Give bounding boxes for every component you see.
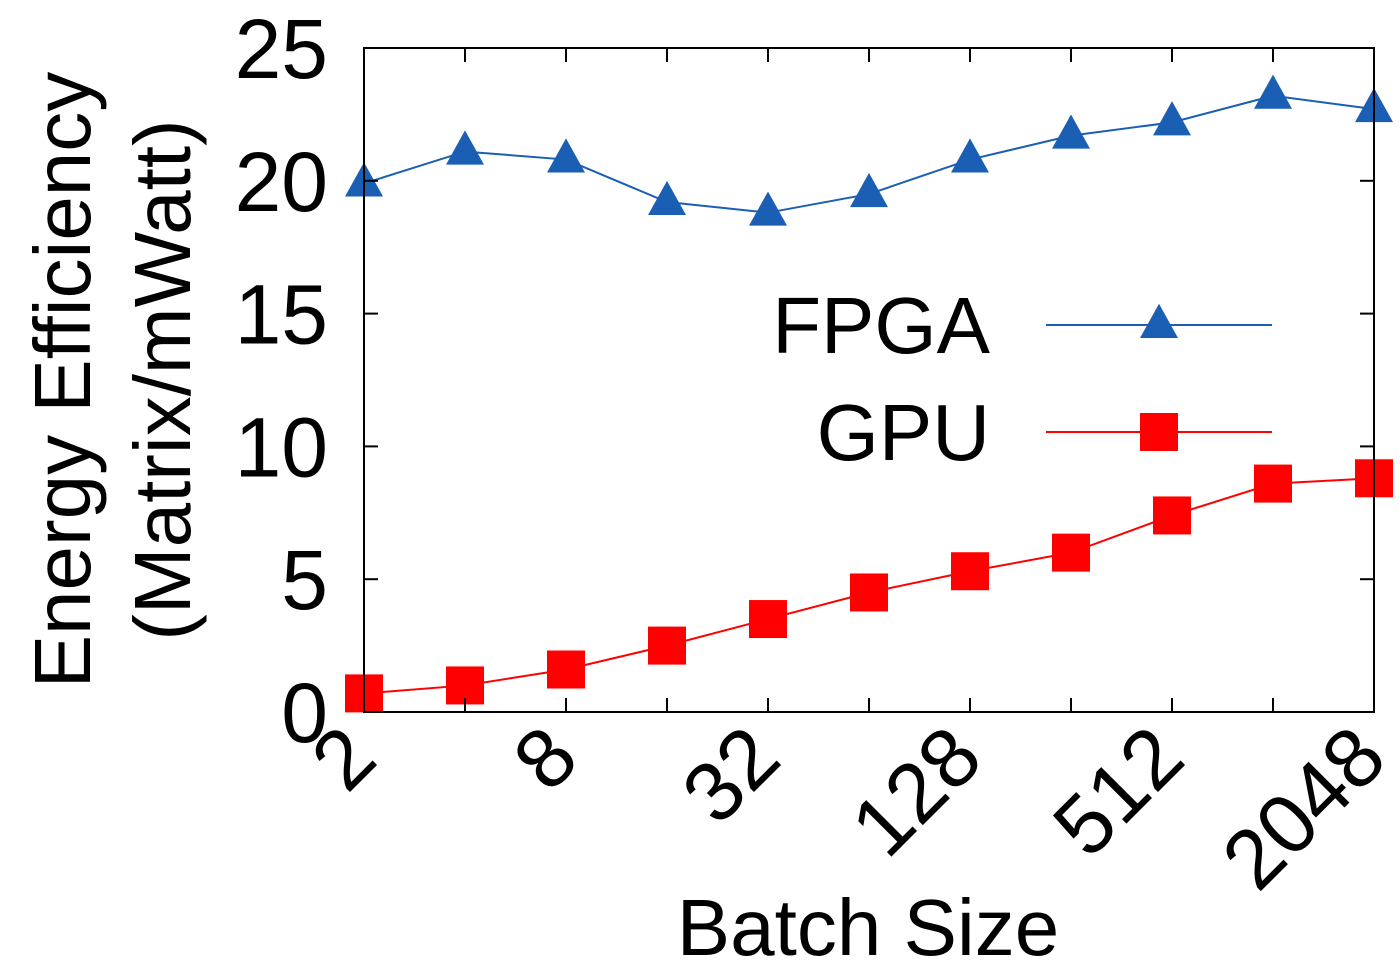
data-point-fpga bbox=[547, 138, 585, 173]
plot-frame bbox=[363, 47, 1375, 713]
data-point-fpga bbox=[1153, 101, 1191, 136]
y-axis-title-line-2: (Matrix/mWatt) bbox=[118, 119, 207, 640]
series-fpga bbox=[345, 74, 1393, 226]
data-point-fpga bbox=[1254, 74, 1292, 109]
x-tick-label: 128 bbox=[833, 708, 999, 874]
x-tick-label: 2048 bbox=[1204, 708, 1400, 907]
legend: FPGA GPU bbox=[772, 281, 1272, 477]
legend-label-gpu: GPU bbox=[817, 388, 990, 477]
series-gpu bbox=[345, 459, 1393, 713]
x-tick-label: 512 bbox=[1035, 708, 1201, 874]
data-point-fpga bbox=[446, 130, 484, 165]
x-tick-label: 32 bbox=[664, 708, 797, 841]
data-point-gpu bbox=[850, 573, 888, 612]
x-axis-title: Batch Size bbox=[677, 883, 1059, 972]
data-point-gpu bbox=[1153, 496, 1191, 535]
y-tick-label: 10 bbox=[235, 400, 328, 494]
y-tick-label: 5 bbox=[281, 533, 328, 627]
data-point-gpu bbox=[749, 600, 787, 639]
y-axis-title-line-1: Energy Efficiency bbox=[18, 72, 107, 689]
data-point-fpga bbox=[749, 191, 787, 226]
x-tick-label: 8 bbox=[495, 708, 595, 808]
data-point-gpu bbox=[1052, 533, 1090, 572]
legend-label-fpga: FPGA bbox=[772, 281, 990, 370]
y-tick-label: 0 bbox=[281, 666, 328, 760]
y-tick-label: 25 bbox=[235, 2, 328, 96]
data-point-fpga bbox=[850, 172, 888, 208]
data-point-fpga bbox=[648, 180, 686, 216]
data-point-fpga bbox=[951, 138, 989, 173]
data-point-fpga bbox=[1052, 114, 1090, 149]
data-point-gpu bbox=[648, 626, 686, 665]
y-tick-label: 20 bbox=[235, 135, 328, 229]
y-tick-label: 15 bbox=[235, 268, 328, 362]
data-point-gpu bbox=[1254, 464, 1292, 503]
data-point-gpu bbox=[951, 552, 989, 591]
data-point-gpu bbox=[547, 650, 585, 689]
legend-marker-gpu bbox=[1140, 413, 1178, 451]
legend-marker-fpga bbox=[1140, 303, 1178, 338]
